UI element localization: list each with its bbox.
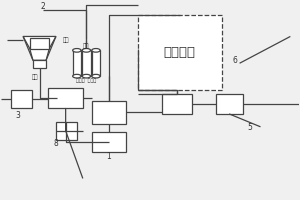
Text: 8: 8: [54, 139, 58, 148]
Text: 2: 2: [40, 2, 45, 11]
Text: 后续工艺: 后续工艺: [164, 46, 196, 59]
Bar: [162, 94, 192, 114]
Bar: [11, 90, 32, 108]
Text: 5: 5: [248, 123, 253, 132]
Bar: [30, 38, 49, 49]
Bar: [216, 94, 243, 114]
Bar: [92, 50, 100, 76]
Ellipse shape: [73, 49, 81, 52]
Bar: [138, 15, 222, 90]
Ellipse shape: [92, 74, 100, 78]
Bar: [49, 88, 83, 108]
Bar: [92, 101, 126, 124]
Bar: [33, 60, 46, 68]
Ellipse shape: [92, 49, 100, 52]
Bar: [82, 50, 91, 76]
Text: 盐水: 盐水: [83, 44, 90, 49]
Text: 盐水: 盐水: [63, 38, 70, 43]
Ellipse shape: [82, 74, 91, 78]
Polygon shape: [23, 36, 56, 60]
Text: 3: 3: [16, 111, 20, 120]
Bar: [92, 132, 126, 152]
Ellipse shape: [82, 49, 91, 52]
Text: 6: 6: [233, 56, 238, 65]
Text: 1: 1: [106, 152, 111, 161]
Bar: [56, 122, 77, 140]
Text: 盐泥: 盐泥: [32, 74, 38, 80]
Text: 树脂罐  主装置: 树脂罐 主装置: [76, 78, 97, 83]
Bar: [73, 50, 81, 76]
Ellipse shape: [73, 74, 81, 78]
